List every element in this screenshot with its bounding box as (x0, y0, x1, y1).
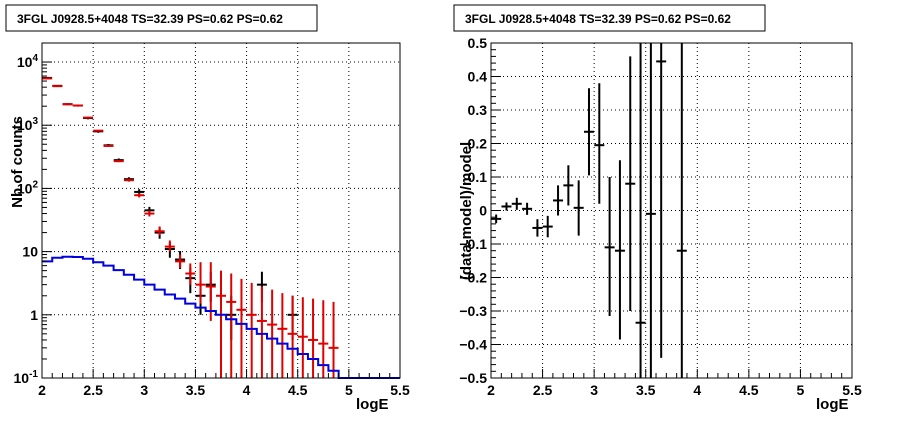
data-point (656, 43, 667, 358)
x-tick-label: 5.5 (390, 382, 410, 398)
y-tick-label: 0.2 (468, 136, 488, 152)
x-tick-label: 2 (487, 382, 495, 398)
data-point (532, 219, 543, 237)
x-tick-label: 3 (140, 382, 148, 398)
x-tick-label: 3.5 (186, 382, 206, 398)
data-point (553, 185, 564, 216)
x-tick-label: 2.5 (83, 382, 103, 398)
data-point (62, 103, 73, 106)
y-tick-label: 1 (30, 307, 38, 323)
data-point (573, 180, 584, 236)
counts-y-axis-label: Nb of counts (9, 116, 26, 208)
data-point (195, 262, 206, 304)
residual-ticks: 2 2.5 3 3.5 4 4.5 5 5.5 −0.5 −0.4 −0.3 −0.2 −0.1 0 0.1… (459, 35, 862, 398)
data-point (328, 301, 339, 378)
residual-grid (491, 43, 852, 378)
counts-title: 3FGL J0928.5+4048 TS=32.39 PS=0.62 PS=0.… (17, 12, 283, 26)
data-point (501, 202, 512, 211)
residual-title: 3FGL J0928.5+4048 TS=32.39 PS=0.62 PS=0.… (465, 12, 731, 26)
y-tick-label: 104 (17, 53, 39, 70)
data-point (625, 56, 636, 311)
x-tick-label: 4.5 (739, 382, 759, 398)
data-point (103, 144, 114, 147)
y-tick-label: 10 (22, 244, 38, 260)
data-point (123, 178, 134, 182)
x-tick-label: 2 (38, 382, 46, 398)
data-point (256, 286, 267, 378)
residual-marks (491, 43, 687, 378)
residual-y-axis-label: (data-model)/model (458, 142, 475, 280)
data-point (205, 262, 216, 321)
residual-panel: 3FGL J0928.5+4048 TS=32.39 PS=0.62 PS=0.… (453, 4, 862, 413)
data-point (614, 160, 625, 340)
x-tick-label: 3 (590, 382, 598, 398)
data-point (42, 77, 53, 80)
x-tick-label: 2.5 (533, 382, 553, 398)
data-point (236, 278, 247, 378)
data-point (144, 210, 155, 217)
data-point (635, 43, 646, 378)
data-point (604, 177, 615, 317)
data-point (83, 116, 94, 119)
data-point (318, 300, 329, 378)
y-tick-label: 0 (479, 203, 487, 219)
residual-x-axis-label: logE (816, 396, 849, 413)
data-point (676, 43, 687, 378)
data-point (594, 83, 605, 204)
data-point (308, 298, 319, 378)
data-point (72, 104, 83, 107)
counts-marks (42, 76, 400, 379)
data-point (246, 282, 257, 378)
y-tick-label: −0.4 (459, 337, 487, 353)
x-tick-label: 4.5 (288, 382, 308, 398)
data-point (287, 295, 298, 378)
data-point (52, 85, 63, 88)
data-point (164, 240, 175, 252)
data-point (175, 254, 186, 269)
x-tick-label: 5 (345, 382, 353, 398)
y-tick-label: −0.5 (459, 370, 487, 386)
counts-title-box (5, 4, 318, 32)
data-point (113, 160, 124, 163)
data-point (542, 215, 553, 238)
data-point (185, 263, 196, 285)
y-tick-label: −0.2 (459, 270, 487, 286)
data-point (297, 297, 308, 378)
data-point (511, 197, 522, 210)
data-point (216, 270, 226, 378)
y-tick-label: 0.3 (468, 102, 488, 118)
data-point (583, 88, 594, 176)
y-tick-label: −0.1 (459, 236, 487, 252)
x-tick-label: 5 (797, 382, 805, 398)
y-tick-label: 0.5 (468, 35, 488, 51)
x-tick-label: 4 (693, 382, 701, 398)
model-step-line (42, 255, 400, 379)
data-point (277, 293, 288, 378)
data-point (563, 165, 574, 206)
data-point (267, 289, 278, 378)
y-tick-label: 0.1 (468, 169, 488, 185)
x-tick-label: 5.5 (842, 382, 862, 398)
data-point (226, 273, 237, 378)
data-point (522, 202, 533, 215)
data-point (154, 226, 165, 236)
data-point (645, 43, 656, 378)
y-tick-label: 0.4 (468, 69, 488, 85)
data-point (93, 129, 104, 132)
counts-x-axis-label: logE (356, 396, 389, 413)
residual-title-box (453, 4, 766, 32)
data-point (134, 193, 145, 198)
x-tick-label: 4 (243, 382, 251, 398)
y-tick-label: −0.3 (459, 303, 487, 319)
y-tick-label: 10-1 (14, 369, 39, 386)
x-tick-label: 3.5 (636, 382, 656, 398)
data-point (491, 214, 502, 224)
counts-plot-frame (41, 42, 401, 379)
counts-panel: 3FGL J0928.5+4048 TS=32.39 PS=0.62 PS=0.… (5, 4, 410, 413)
